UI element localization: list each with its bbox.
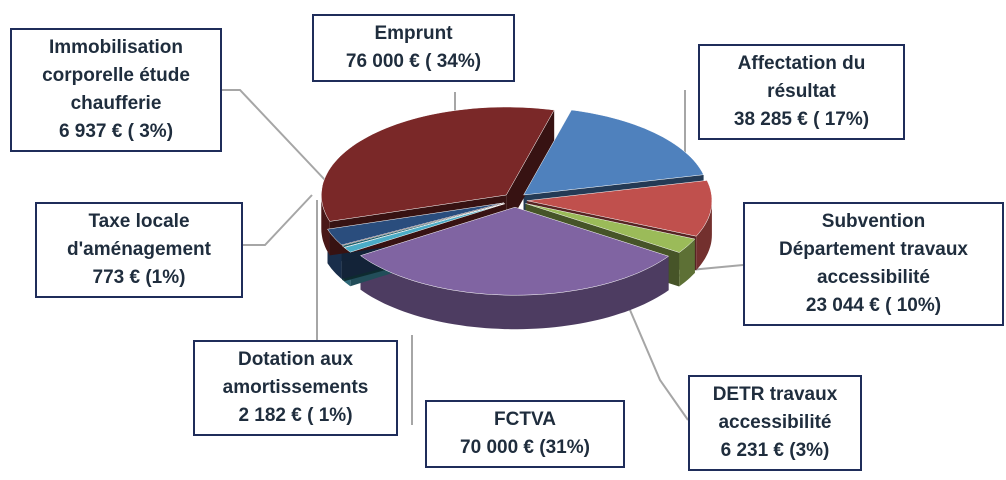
- data-label: 76 000 € ( 34%): [345, 51, 482, 72]
- data-label-box: Emprunt 76 000 € ( 34%): [312, 14, 515, 82]
- data-label-box: Immobilisation corporelle étude chauffer…: [10, 28, 222, 152]
- slice-wall: [360, 255, 669, 330]
- slice: [359, 206, 670, 296]
- data-label: 6 231 € (3%): [720, 440, 830, 461]
- slice-side: [506, 110, 555, 229]
- data-label-box: DETR travaux accessibilité 6 231 € (3%): [688, 375, 862, 471]
- slice: [343, 203, 505, 253]
- slice: [341, 203, 505, 248]
- category-label: FCTVA: [494, 409, 556, 430]
- category-label: DETR travaux accessibilité: [712, 384, 838, 433]
- pie-tops: [321, 106, 713, 296]
- data-label-box: Dotation aux amortissements 2 182 € ( 1%): [193, 340, 398, 436]
- pie: [321, 106, 713, 330]
- data-label: 773 € (1%): [92, 267, 186, 288]
- slice-wall: [321, 195, 330, 256]
- data-label: 70 000 € (31%): [460, 437, 590, 458]
- data-label-box: Taxe locale d'aménagement 773 € (1%): [35, 202, 243, 298]
- data-label-box: Affectation du résultat 38 285 € ( 17%): [698, 44, 905, 140]
- slice: [526, 180, 713, 237]
- category-label: Subvention Département travaux accessibi…: [778, 211, 969, 288]
- data-label: 2 182 € ( 1%): [238, 405, 353, 426]
- data-label-box: FCTVA 70 000 € (31%): [425, 400, 625, 468]
- category-label: Immobilisation corporelle étude chauffer…: [42, 37, 190, 114]
- leader-line: [222, 89, 326, 181]
- data-label: 23 044 € ( 10%): [805, 295, 942, 316]
- category-label: Dotation aux amortissements: [222, 349, 369, 398]
- slice-wall: [696, 200, 712, 271]
- data-label: 6 937 € ( 3%): [58, 121, 174, 142]
- slice: [321, 106, 555, 222]
- leader-line: [629, 309, 689, 421]
- slice: [327, 202, 505, 246]
- category-label: Affectation du résultat: [737, 53, 866, 102]
- slice: [523, 109, 704, 196]
- category-label: Taxe locale d'aménagement: [67, 211, 211, 260]
- slice-wall: [679, 239, 695, 287]
- category-label: Emprunt: [374, 23, 453, 44]
- data-label: 38 285 € ( 17%): [733, 109, 870, 130]
- leader-line: [243, 194, 313, 246]
- data-label-box: Subvention Département travaux accessibi…: [743, 202, 1004, 326]
- slice: [525, 203, 696, 253]
